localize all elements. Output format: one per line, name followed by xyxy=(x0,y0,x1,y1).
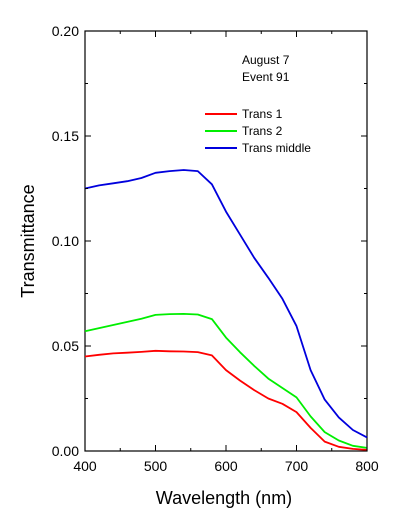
y-tick-label: 0.00 xyxy=(52,443,79,459)
series-layer xyxy=(84,169,368,451)
x-tick-label: 700 xyxy=(285,458,309,474)
y-tick-label: 0.10 xyxy=(52,233,79,249)
legend: Trans 1 Trans 2 Trans middle xyxy=(205,107,311,155)
y-axis-title: Transmittance xyxy=(18,184,38,297)
y-tick-label: 0.15 xyxy=(52,128,79,144)
y-tick-label: 0.20 xyxy=(52,23,79,39)
x-tick-label: 800 xyxy=(355,458,379,474)
x-tick-label: 600 xyxy=(214,458,238,474)
annotation-event: Event 91 xyxy=(242,70,290,84)
y-tick-label: 0.05 xyxy=(52,338,79,354)
legend-label-2: Trans 2 xyxy=(242,124,283,138)
legend-label-3: Trans middle xyxy=(242,141,311,155)
series-line-1 xyxy=(84,349,368,451)
series-line-3 xyxy=(84,169,368,439)
plot-frame xyxy=(84,30,368,452)
series-line-2 xyxy=(84,312,368,449)
x-tick-label: 500 xyxy=(144,458,168,474)
ticks-layer: 400 500 600 700 800 0.00 0.05 0.10 0.15 0.20 xyxy=(52,23,379,474)
annotation-date: August 7 xyxy=(242,53,290,67)
x-axis-title: Wavelength (nm) xyxy=(156,488,292,508)
x-tick-label: 400 xyxy=(73,458,97,474)
legend-label-1: Trans 1 xyxy=(242,107,283,121)
